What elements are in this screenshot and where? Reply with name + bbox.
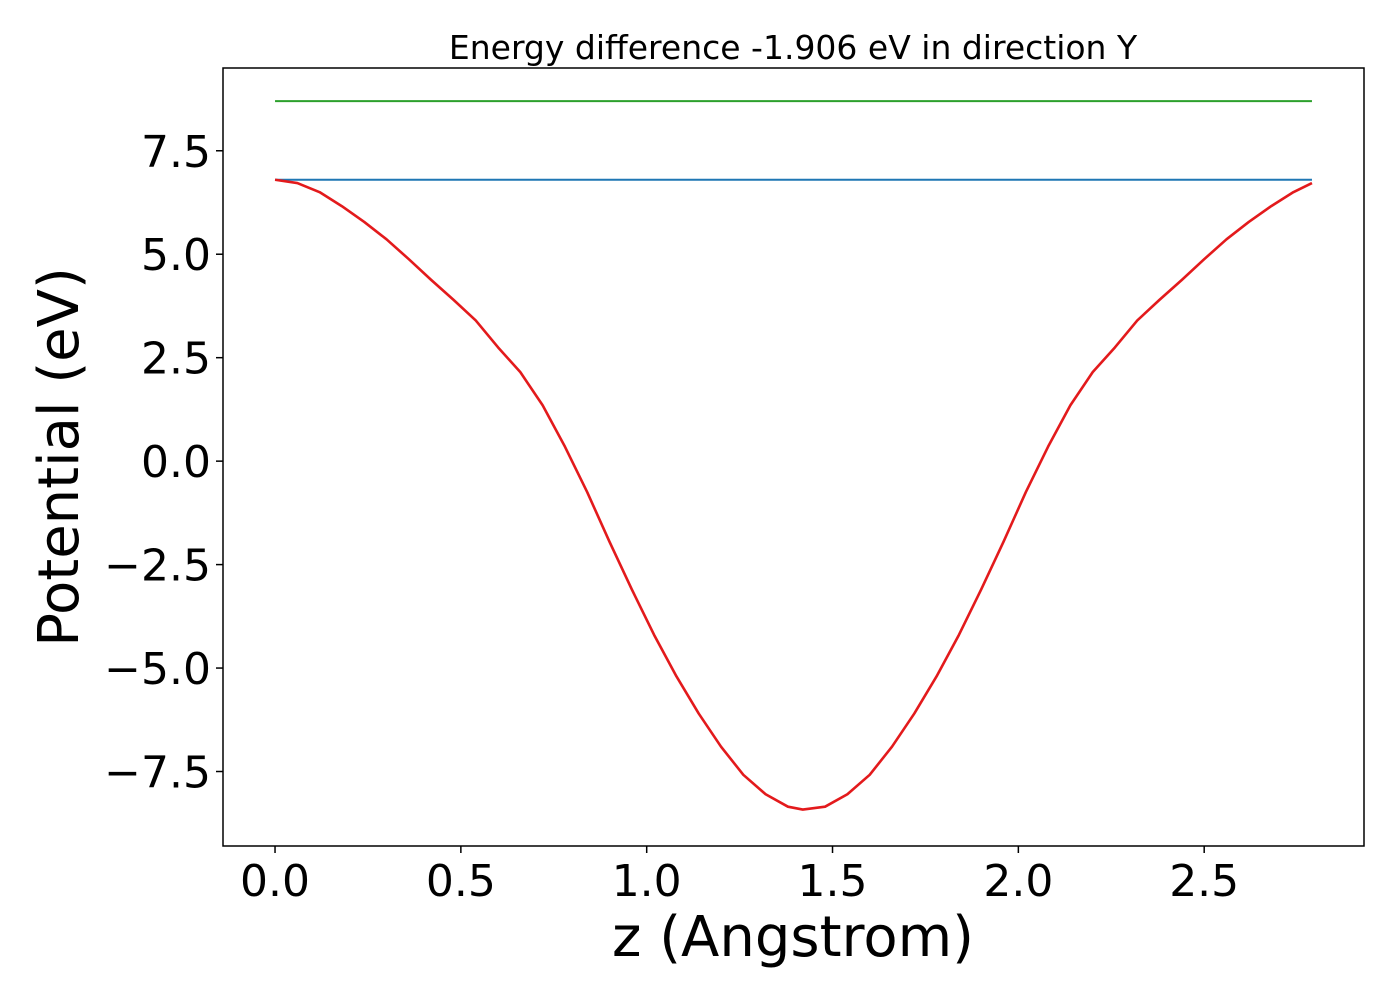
- x-axis-ticks: 0.0 0.5 1.0 1.5 2.0 2.5: [240, 846, 1239, 907]
- y-tick-label: −7.5: [104, 748, 211, 799]
- chart-title: Energy difference -1.906 eV in direction…: [449, 28, 1138, 67]
- x-tick-label: 0.5: [426, 856, 496, 907]
- y-tick-label: −2.5: [104, 541, 211, 592]
- series-line-3: [274, 178, 1313, 811]
- y-tick-label: −5.0: [104, 644, 211, 695]
- x-tick-label: 1.0: [612, 856, 682, 907]
- y-axis-ticks: −7.5 −5.0 −2.5 0.0 2.5 5.0 7.5: [104, 127, 223, 799]
- x-tick-label: 2.5: [1169, 856, 1239, 907]
- y-tick-label: 5.0: [141, 230, 211, 281]
- y-tick-label: 0.0: [141, 437, 211, 488]
- y-tick-label: 7.5: [141, 127, 211, 178]
- x-tick-label: 0.0: [240, 856, 310, 907]
- x-tick-label: 1.5: [798, 856, 868, 907]
- x-tick-label: 2.0: [983, 856, 1053, 907]
- series-layer: [274, 100, 1313, 811]
- y-tick-label: 2.5: [141, 334, 211, 385]
- plot-background: [223, 68, 1364, 846]
- plot-frame: [222, 67, 1365, 847]
- x-axis-label: z (Angstrom): [612, 905, 974, 970]
- y-axis-label: Potential (eV): [27, 267, 92, 647]
